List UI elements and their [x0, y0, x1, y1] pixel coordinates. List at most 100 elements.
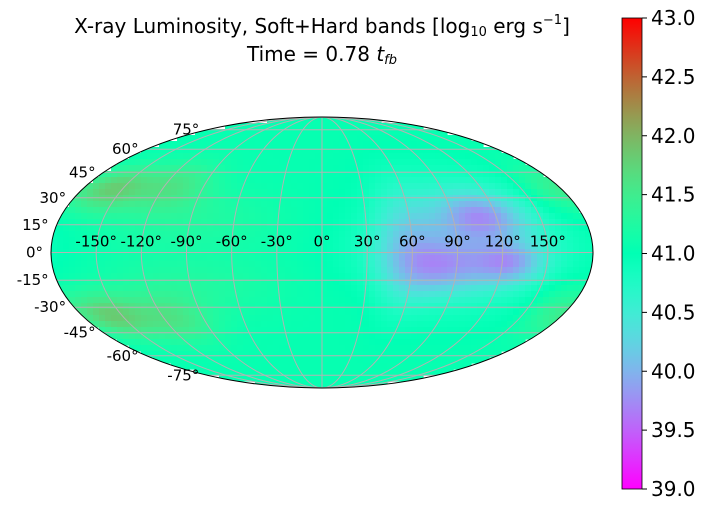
heatmap-cell — [555, 195, 562, 202]
heatmap-cell — [381, 291, 388, 298]
heatmap-cell — [153, 171, 160, 178]
heatmap-cell — [411, 141, 418, 148]
heatmap-cell — [405, 327, 412, 334]
heatmap-cell — [219, 315, 226, 322]
heatmap-cell — [543, 291, 550, 298]
heatmap-cell — [387, 369, 394, 376]
heatmap-cell — [531, 267, 538, 274]
heatmap-cell — [399, 165, 406, 172]
heatmap-cell — [117, 291, 124, 298]
heatmap-cell — [423, 255, 430, 262]
heatmap-cell — [219, 141, 226, 148]
heatmap-cell — [69, 243, 76, 250]
heatmap-cell — [459, 243, 466, 250]
heatmap-cell — [315, 171, 322, 178]
heatmap-cell — [159, 357, 166, 364]
heatmap-cell — [537, 273, 544, 280]
heatmap-cell — [303, 123, 310, 130]
heatmap-cell — [519, 189, 526, 196]
heatmap-cell — [285, 279, 292, 286]
heatmap-cell — [189, 339, 196, 346]
heatmap-cell — [303, 195, 310, 202]
heatmap-cell — [279, 135, 286, 142]
heatmap-cell — [327, 219, 334, 226]
heatmap-cell — [261, 381, 268, 388]
heatmap-cell — [399, 357, 406, 364]
heatmap-cell — [237, 309, 244, 316]
heatmap-cell — [63, 279, 70, 286]
heatmap-cell — [63, 285, 70, 292]
heatmap-cell — [315, 129, 322, 136]
heatmap-cell — [195, 315, 202, 322]
heatmap-cell — [141, 321, 148, 328]
heatmap-cell — [351, 351, 358, 358]
heatmap-cell — [267, 351, 274, 358]
heatmap-cell — [369, 303, 376, 310]
heatmap-cell — [153, 273, 160, 280]
heatmap-cell — [453, 333, 460, 340]
heatmap-cell — [399, 213, 406, 220]
heatmap-cell — [267, 243, 274, 250]
heatmap-cell — [411, 213, 418, 220]
heatmap-cell — [135, 261, 142, 268]
heatmap-cell — [93, 231, 100, 238]
heatmap-cell — [519, 297, 526, 304]
heatmap-cell — [135, 159, 142, 166]
heatmap-cell — [267, 375, 274, 382]
heatmap-cell — [147, 237, 154, 244]
heatmap-cell — [495, 177, 502, 184]
heatmap-cell — [207, 267, 214, 274]
heatmap-cell — [93, 225, 100, 232]
heatmap-cell — [429, 309, 436, 316]
heatmap-cell — [477, 237, 484, 244]
heatmap-cell — [483, 339, 490, 346]
heatmap-cell — [429, 339, 436, 346]
heatmap-cell — [195, 321, 202, 328]
heatmap-cell — [345, 147, 352, 154]
heatmap-cell — [447, 321, 454, 328]
heatmap-cell — [507, 297, 514, 304]
heatmap-cell — [153, 153, 160, 160]
heatmap-cell — [177, 255, 184, 262]
heatmap-cell — [333, 351, 340, 358]
heatmap-cell — [201, 237, 208, 244]
heatmap-cell — [111, 201, 118, 208]
heatmap-cell — [237, 135, 244, 142]
heatmap-cell — [387, 201, 394, 208]
heatmap-cell — [387, 123, 394, 130]
heatmap-cell — [201, 357, 208, 364]
heatmap-cell — [195, 297, 202, 304]
heatmap-cell — [399, 183, 406, 190]
colorbar-tick-label: 42.5 — [651, 65, 696, 89]
heatmap-cell — [117, 315, 124, 322]
heatmap-cell — [441, 267, 448, 274]
heatmap-cell — [357, 381, 364, 388]
heatmap-cell — [195, 183, 202, 190]
heatmap-cell — [75, 237, 82, 244]
heatmap-cell — [93, 273, 100, 280]
heatmap-cell — [423, 195, 430, 202]
heatmap-cell — [291, 135, 298, 142]
heatmap-cell — [369, 255, 376, 262]
heatmap-cell — [87, 213, 94, 220]
heatmap-cell — [279, 291, 286, 298]
heatmap-cell — [333, 273, 340, 280]
heatmap-cell — [351, 297, 358, 304]
heatmap-cell — [453, 177, 460, 184]
heatmap-cell — [147, 315, 154, 322]
heatmap-cell — [417, 189, 424, 196]
heatmap-cell — [303, 237, 310, 244]
heatmap-cell — [135, 339, 142, 346]
heatmap-cell — [297, 123, 304, 130]
heatmap-cell — [171, 237, 178, 244]
heatmap-cell — [81, 207, 88, 214]
heatmap-cell — [141, 201, 148, 208]
heatmap-cell — [285, 171, 292, 178]
heatmap-cell — [333, 213, 340, 220]
heatmap-cell — [519, 237, 526, 244]
heatmap-cell — [123, 243, 130, 250]
heatmap-cell — [537, 309, 544, 316]
heatmap-cell — [429, 363, 436, 370]
heatmap-cell — [303, 345, 310, 352]
heatmap-cell — [357, 225, 364, 232]
